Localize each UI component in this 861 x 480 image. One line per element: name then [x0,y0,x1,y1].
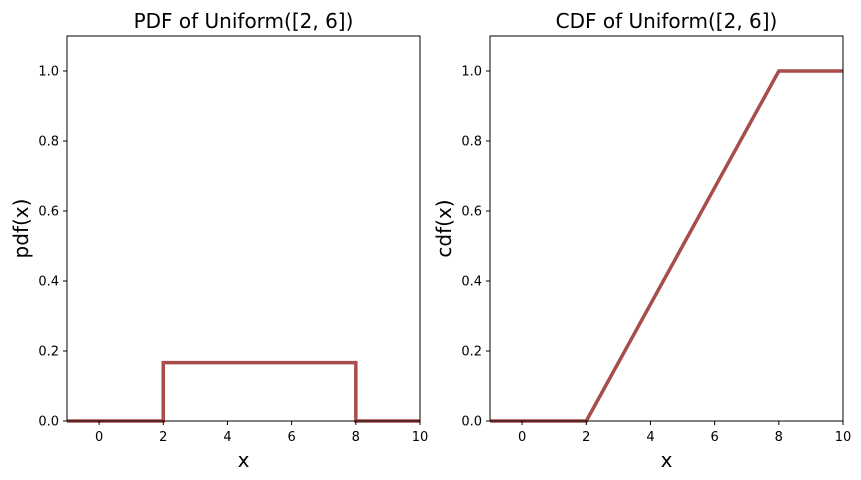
cdf-y-tick-label: 0.0 [461,415,482,430]
cdf-y-ticks: 0.0 0.2 0.4 0.6 0.8 1.0 [461,65,490,430]
cdf-chart-panel: 0 2 4 6 8 10 0.0 0.2 0.4 0.6 0.8 1.0 CDF of Unifor… [432,9,851,472]
pdf-y-tick-label: 0.6 [38,205,59,220]
cdf-y-tick-label: 0.8 [461,135,482,150]
cdf-y-tick-label: 0.2 [461,345,482,360]
cdf-y-tick-label: 1.0 [461,65,482,80]
pdf-x-tick-label: 8 [352,430,360,445]
pdf-x-ticks: 0 2 4 6 8 10 [95,421,428,445]
pdf-plot-area [67,36,420,421]
cdf-x-tick-label: 2 [582,430,590,445]
pdf-x-tick-label: 10 [412,430,429,445]
pdf-x-tick-label: 6 [287,430,295,445]
pdf-y-ticks: 0.0 0.2 0.4 0.6 0.8 1.0 [38,65,67,430]
pdf-y-tick-label: 0.4 [38,275,59,290]
cdf-x-tick-label: 4 [646,430,654,445]
pdf-axes-frame [66,35,421,422]
cdf-x-ticks: 0 2 4 6 8 10 [518,421,851,445]
cdf-chart-title: CDF of Uniform([2, 6]) [556,9,778,33]
cdf-x-tick-label: 6 [710,430,718,445]
cdf-x-axis-label: x [661,448,673,472]
pdf-chart-title: PDF of Uniform([2, 6]) [134,9,354,33]
pdf-x-tick-label: 0 [95,430,103,445]
pdf-x-tick-label: 2 [159,430,167,445]
cdf-y-tick-label: 0.6 [461,205,482,220]
pdf-y-tick-label: 0.2 [38,345,59,360]
pdf-y-tick-label: 1.0 [38,65,59,80]
pdf-y-tick-label: 0.8 [38,135,59,150]
cdf-x-tick-label: 0 [518,430,526,445]
cdf-y-axis-label: cdf(x) [432,199,456,257]
pdf-x-axis-label: x [238,448,250,472]
pdf-y-axis-label: pdf(x) [9,199,33,259]
cdf-plot-area [490,36,843,421]
cdf-x-tick-label: 10 [835,430,852,445]
cdf-axes-frame [489,35,844,422]
pdf-x-tick-label: 4 [223,430,231,445]
cdf-x-tick-label: 8 [775,430,783,445]
pdf-chart-panel: 0 2 4 6 8 10 0.0 0.2 0.4 0.6 0.8 1.0 PDF of Unifor… [9,9,428,472]
cdf-y-tick-label: 0.4 [461,275,482,290]
pdf-y-tick-label: 0.0 [38,415,59,430]
